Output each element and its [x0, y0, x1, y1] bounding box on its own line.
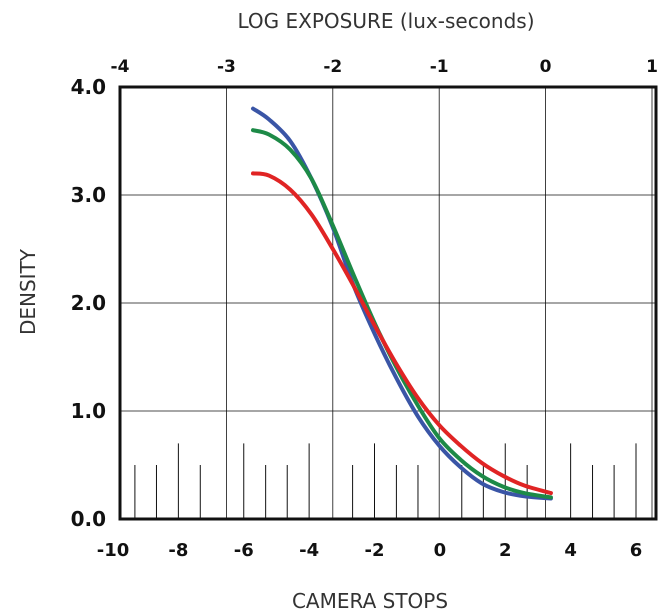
top-tick-label: -2: [323, 57, 342, 77]
bottom-axis-ticks: -10 -8 -6 -4 -2 0 2 4 6: [97, 540, 643, 561]
bottom-tick-label: 4: [564, 540, 577, 561]
plot-frame: [118, 85, 658, 521]
top-tick-label: -1: [430, 57, 449, 77]
density-curve-3: [251, 171, 553, 496]
bottom-tick-label: -2: [365, 540, 385, 561]
bottom-tick-label: 2: [499, 540, 512, 561]
bottom-tick-label: -6: [234, 540, 254, 561]
density-tick-label: 4.0: [71, 75, 106, 99]
density-curve-2: [251, 128, 553, 500]
density-tick-label: 3.0: [71, 183, 106, 207]
bottom-axis-title: CAMERA STOPS: [292, 589, 448, 613]
density-tick-label: 2.0: [71, 291, 106, 315]
density-curves: [251, 106, 553, 501]
top-tick-label: 0: [540, 57, 552, 77]
grid-lines: [120, 87, 656, 519]
density-tick-label: 1.0: [71, 399, 106, 423]
density-tick-label: 0.0: [71, 507, 106, 531]
bottom-tick-label: -4: [299, 540, 319, 561]
bottom-tick-label: -10: [97, 540, 130, 561]
bottom-tick-label: -8: [168, 540, 188, 561]
bottom-tick-label: 0: [434, 540, 447, 561]
left-axis-ticks: 0.0 1.0 2.0 3.0 4.0: [71, 75, 106, 531]
density-curve-1: [251, 106, 553, 501]
y-axis-title: DENSITY: [16, 248, 40, 335]
top-tick-label: 1: [646, 57, 658, 77]
bottom-tick-label: 6: [630, 540, 643, 561]
top-axis-ticks: -4 -3 -2 -1 0 1: [111, 57, 658, 77]
top-tick-label: -3: [217, 57, 236, 77]
top-tick-label: -4: [111, 57, 130, 77]
top-axis-title: LOG EXPOSURE (lux-seconds): [237, 9, 534, 33]
camera-stop-marks: [134, 443, 637, 519]
